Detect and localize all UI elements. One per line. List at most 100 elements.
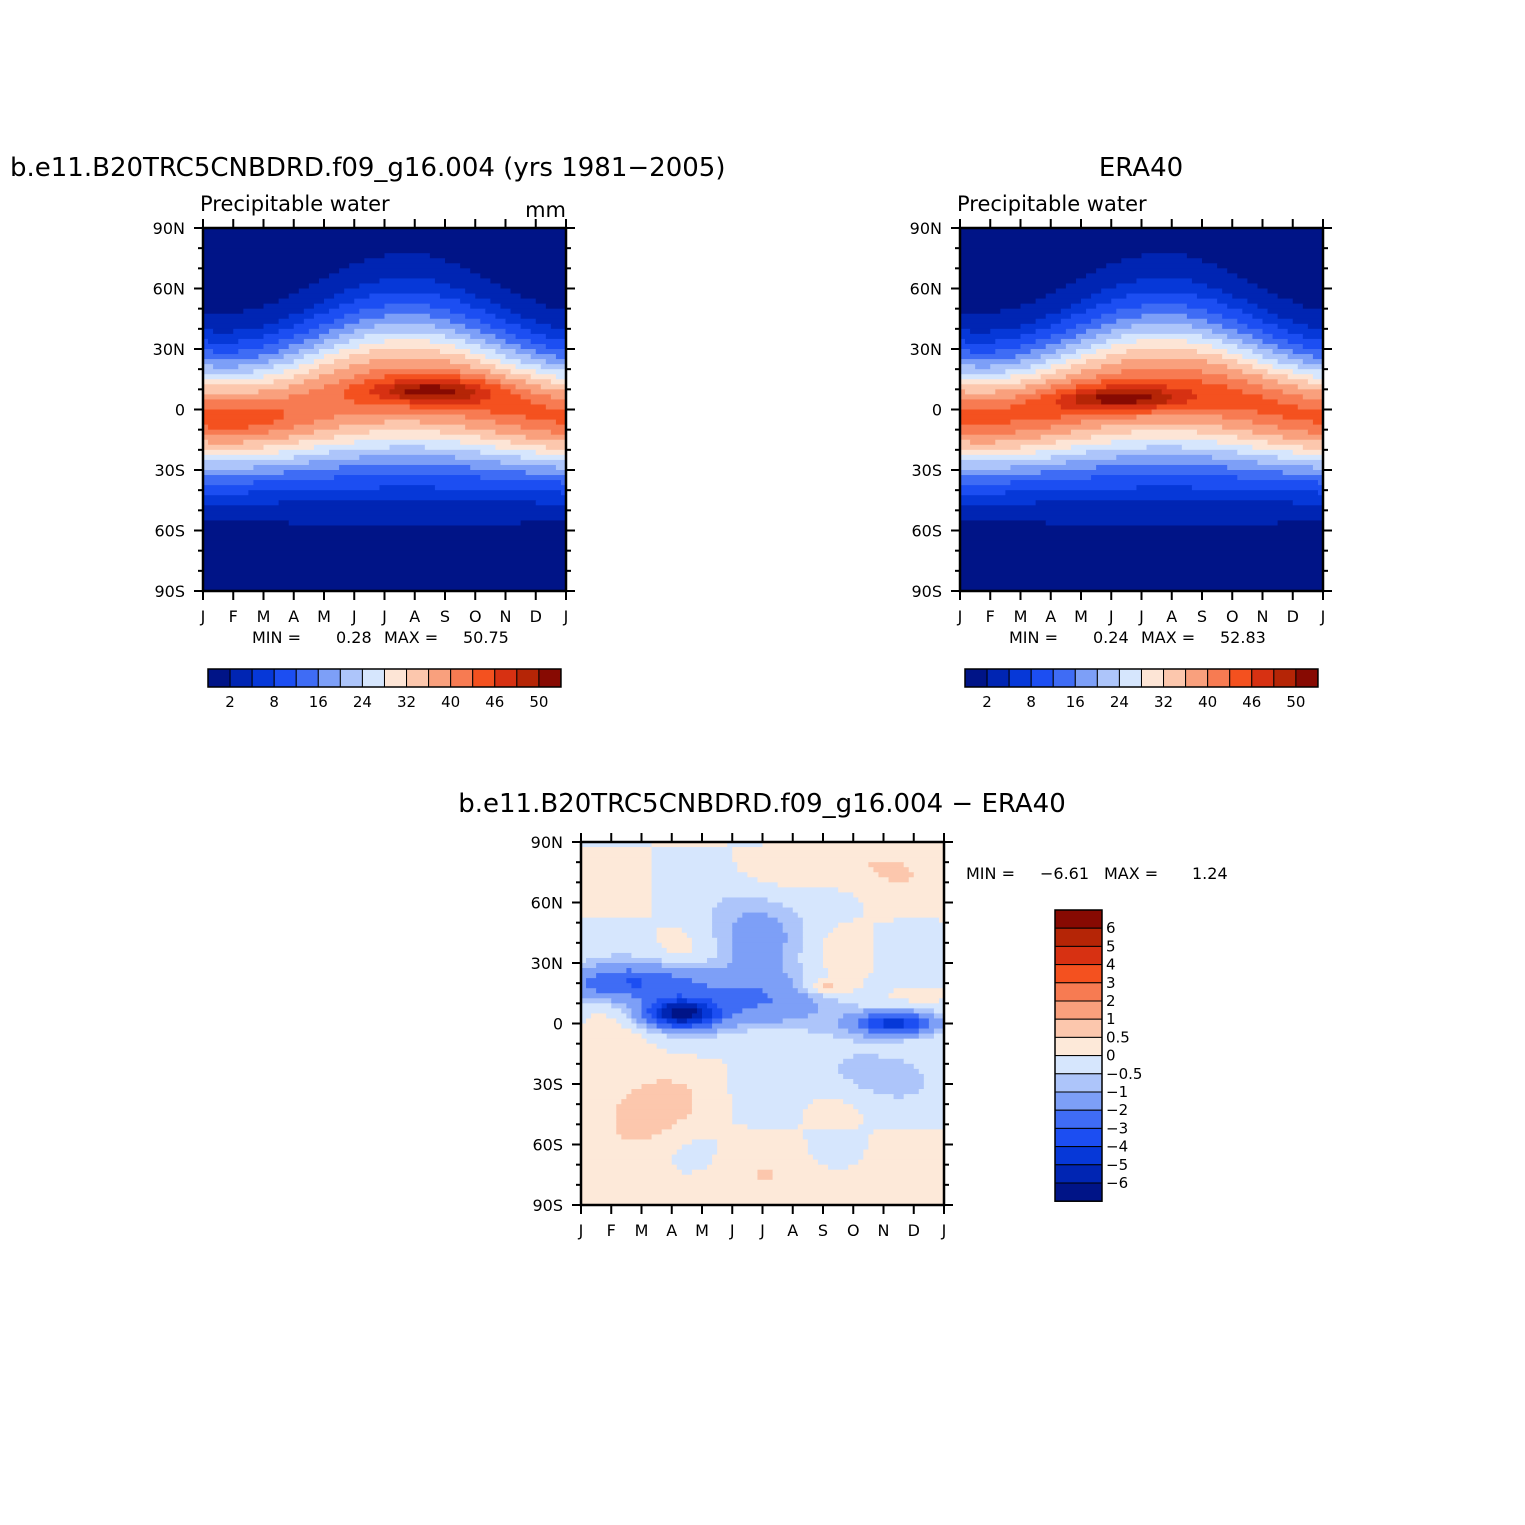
field-cell xyxy=(1131,429,1198,436)
field-cell xyxy=(359,283,451,290)
field-cell xyxy=(263,303,315,310)
model-panel: b.e11.B20TRC5CNBDRD.f09_g16.004 (yrs 198… xyxy=(10,153,725,711)
field-cell xyxy=(581,947,668,954)
field-cell xyxy=(696,1003,708,1009)
field-cell xyxy=(203,338,209,345)
field-cell xyxy=(1227,384,1264,390)
field-cell xyxy=(1035,328,1067,335)
field-cell xyxy=(802,922,839,929)
field-cell xyxy=(873,1089,920,1095)
field-cell xyxy=(505,374,532,380)
field-cell xyxy=(1282,470,1323,476)
colorbar-frame xyxy=(1054,909,1103,1202)
field-cell xyxy=(1302,444,1323,451)
field-cell xyxy=(661,963,728,969)
field-cell xyxy=(581,922,713,929)
field-cell xyxy=(651,912,713,919)
field-cell xyxy=(1196,349,1228,355)
colorbar-swatch xyxy=(1207,668,1231,688)
field-cell xyxy=(581,887,653,894)
field-cell xyxy=(1267,369,1294,375)
field-cell xyxy=(581,1018,587,1025)
field-cell xyxy=(1277,293,1323,300)
field-cell xyxy=(1212,343,1238,350)
field-cell xyxy=(923,1084,944,1090)
y-tick-label: 0 xyxy=(553,1015,563,1034)
field-cell xyxy=(908,867,944,873)
field-cell xyxy=(490,394,522,401)
field-cell xyxy=(802,1134,869,1141)
field-cell xyxy=(470,394,491,401)
field-cell xyxy=(203,449,280,456)
field-cell xyxy=(581,1134,622,1141)
field-cell xyxy=(349,338,386,345)
field-cell xyxy=(313,419,386,426)
field-cell xyxy=(389,389,406,395)
field-cell xyxy=(455,328,481,335)
field-cell xyxy=(203,349,214,355)
field-cell xyxy=(707,957,733,964)
field-cell xyxy=(596,988,764,994)
field-cell xyxy=(671,1078,728,1085)
field-cell xyxy=(631,1018,638,1025)
field-cell xyxy=(722,1018,784,1025)
field-cell xyxy=(203,490,249,496)
colorbar-swatch xyxy=(516,668,540,688)
field-cell xyxy=(960,278,1077,285)
field-cell xyxy=(807,993,824,999)
field-cell xyxy=(646,1038,854,1045)
field-cell xyxy=(500,343,522,350)
field-cell xyxy=(349,263,461,269)
field-cell xyxy=(1081,354,1107,360)
field-cell xyxy=(339,464,471,471)
field-cell xyxy=(717,1033,834,1040)
field-cell xyxy=(203,364,214,370)
x-tick-label: J xyxy=(729,1221,735,1240)
field-cell xyxy=(318,349,340,355)
field-cell xyxy=(853,917,895,924)
colorbar-swatch xyxy=(1054,1036,1103,1057)
field-cell xyxy=(253,369,285,375)
field-cell xyxy=(1272,333,1304,340)
field-cell xyxy=(661,1028,718,1035)
field-cell xyxy=(465,354,486,360)
field-cell xyxy=(960,510,1323,516)
field-cell xyxy=(732,1013,809,1020)
field-cell xyxy=(1060,354,1082,360)
colorbar-swatch xyxy=(1054,927,1103,947)
field-cell xyxy=(203,485,381,491)
field-cell xyxy=(581,1023,622,1030)
field-cell xyxy=(1277,399,1323,406)
field-cell xyxy=(203,459,310,466)
field-cell xyxy=(581,1003,612,1009)
colorbar-swatch xyxy=(383,668,408,688)
field-cell xyxy=(1317,490,1323,496)
field-cell xyxy=(581,957,587,964)
field-cell xyxy=(1262,384,1299,390)
field-cell xyxy=(253,480,562,486)
field-cell xyxy=(369,359,451,365)
field-cell xyxy=(863,1149,944,1156)
colorbar-swatch xyxy=(1054,964,1103,984)
field-cell xyxy=(203,520,290,527)
field-cell xyxy=(581,1013,592,1020)
field-cell xyxy=(863,1119,944,1125)
colorbar-label: −3 xyxy=(1106,1119,1128,1137)
field-cell xyxy=(1307,323,1323,330)
field-cell xyxy=(1121,359,1208,365)
field-cell xyxy=(828,1164,849,1171)
field-cell xyxy=(555,374,566,380)
field-cell xyxy=(278,318,305,325)
field-cell xyxy=(1070,429,1133,436)
field-cell xyxy=(823,942,875,949)
difference-max-value: 1.24 xyxy=(1192,864,1228,883)
field-cell xyxy=(656,1018,668,1025)
field-cell xyxy=(248,490,562,496)
field-cell xyxy=(1050,384,1077,390)
field-cell xyxy=(1020,343,1047,350)
field-cell xyxy=(1035,500,1294,506)
field-cell xyxy=(374,384,396,390)
field-cell xyxy=(712,1018,723,1025)
field-cell xyxy=(293,454,360,461)
field-cell xyxy=(1096,349,1127,355)
